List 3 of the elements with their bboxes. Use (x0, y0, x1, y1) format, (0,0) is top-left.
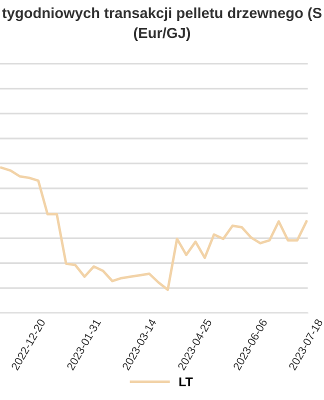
chart-subtitle: (Eur/GJ) (134, 27, 190, 42)
chart-title: tygodniowych transakcji pelletu drzewnego (S (2, 7, 322, 22)
legend-label: LT (179, 378, 193, 386)
